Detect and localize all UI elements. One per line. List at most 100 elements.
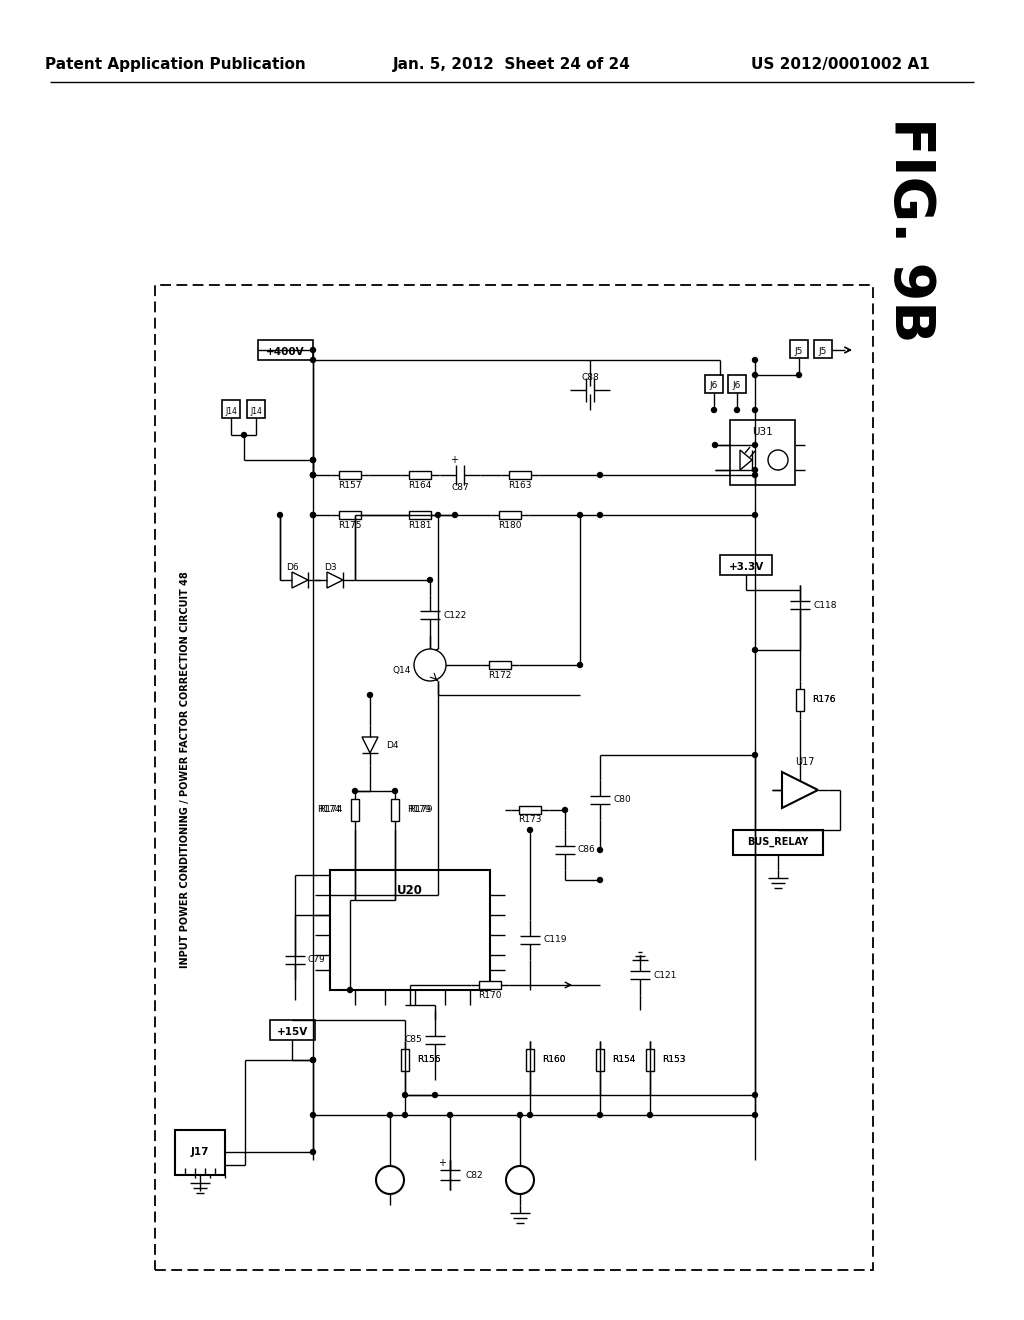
Text: R170: R170 <box>478 990 502 999</box>
Text: C121: C121 <box>653 970 677 979</box>
Text: J6: J6 <box>733 381 741 391</box>
Circle shape <box>753 358 758 363</box>
Text: R154: R154 <box>612 1056 635 1064</box>
Bar <box>270 1020 315 1040</box>
Bar <box>409 511 431 519</box>
Bar <box>730 420 795 484</box>
Text: C86: C86 <box>578 846 596 854</box>
Text: C118: C118 <box>813 601 837 610</box>
Bar <box>519 807 541 814</box>
Circle shape <box>432 1093 437 1097</box>
Text: R179: R179 <box>407 805 430 814</box>
Text: J14: J14 <box>250 407 262 416</box>
Text: R176: R176 <box>812 696 836 705</box>
Text: J5: J5 <box>819 346 827 355</box>
Text: C80: C80 <box>613 796 631 804</box>
Circle shape <box>578 663 583 668</box>
Text: D6: D6 <box>286 562 298 572</box>
Circle shape <box>376 1166 404 1195</box>
Circle shape <box>242 433 247 437</box>
Bar <box>796 689 804 711</box>
Bar <box>401 1049 409 1071</box>
Circle shape <box>310 473 315 478</box>
Circle shape <box>753 512 758 517</box>
Text: C79: C79 <box>308 956 326 965</box>
Text: R163: R163 <box>508 480 531 490</box>
Text: U17: U17 <box>796 756 815 767</box>
Text: R153: R153 <box>662 1056 685 1064</box>
Text: C85: C85 <box>404 1035 422 1044</box>
Bar <box>509 471 531 479</box>
Text: R157: R157 <box>338 480 361 490</box>
Circle shape <box>527 828 532 833</box>
Circle shape <box>435 512 440 517</box>
Circle shape <box>310 458 315 462</box>
Circle shape <box>517 1113 522 1118</box>
Text: +3.3V: +3.3V <box>728 562 764 572</box>
Circle shape <box>392 788 397 793</box>
Circle shape <box>753 442 758 447</box>
Circle shape <box>310 1150 315 1155</box>
Circle shape <box>753 372 758 378</box>
Circle shape <box>753 473 758 478</box>
Circle shape <box>753 648 758 652</box>
Text: R172: R172 <box>488 671 512 680</box>
Text: J5: J5 <box>795 346 803 355</box>
Circle shape <box>597 847 602 853</box>
Bar <box>720 554 772 576</box>
Circle shape <box>753 752 758 758</box>
Circle shape <box>310 358 315 363</box>
Circle shape <box>310 1057 315 1063</box>
Text: U31: U31 <box>752 426 773 437</box>
Circle shape <box>453 512 458 517</box>
Circle shape <box>278 512 283 517</box>
Text: R156: R156 <box>417 1056 440 1064</box>
Circle shape <box>310 347 315 352</box>
Bar <box>646 1049 654 1071</box>
Circle shape <box>753 408 758 412</box>
Text: J14: J14 <box>225 407 237 416</box>
Text: Q14: Q14 <box>393 665 412 675</box>
Bar <box>247 400 265 418</box>
Text: C87: C87 <box>452 483 469 491</box>
Text: INPUT POWER CONDITIONING / POWER FACTOR CORRECTION CIRCUIT 48: INPUT POWER CONDITIONING / POWER FACTOR … <box>180 572 190 969</box>
Circle shape <box>713 442 718 447</box>
Circle shape <box>797 372 802 378</box>
Text: R154: R154 <box>612 1056 635 1064</box>
Text: R173: R173 <box>518 816 542 825</box>
Bar <box>596 1049 604 1071</box>
Circle shape <box>647 1113 652 1118</box>
Text: R176: R176 <box>812 696 836 705</box>
Circle shape <box>402 1093 408 1097</box>
Bar <box>339 471 361 479</box>
Circle shape <box>387 1113 392 1118</box>
Polygon shape <box>782 772 818 808</box>
Text: R174: R174 <box>317 805 341 814</box>
Text: R160: R160 <box>542 1056 565 1064</box>
Text: D4: D4 <box>386 741 398 750</box>
Bar <box>258 341 313 360</box>
Circle shape <box>753 1093 758 1097</box>
Circle shape <box>753 467 758 473</box>
Circle shape <box>310 512 315 517</box>
Text: FIG. 9B: FIG. 9B <box>883 117 937 343</box>
Text: R153: R153 <box>662 1056 685 1064</box>
Text: J17: J17 <box>190 1147 209 1158</box>
Text: R175: R175 <box>338 520 361 529</box>
Circle shape <box>310 512 315 517</box>
Circle shape <box>597 1113 602 1118</box>
Text: C119: C119 <box>543 936 566 945</box>
Circle shape <box>562 808 567 813</box>
Text: B: B <box>516 1175 524 1185</box>
Circle shape <box>352 788 357 793</box>
Text: A: A <box>386 1175 394 1185</box>
Bar <box>499 511 521 519</box>
Text: D3: D3 <box>324 562 336 572</box>
Text: BUS_RELAY: BUS_RELAY <box>748 837 809 847</box>
Bar <box>351 799 359 821</box>
Bar <box>409 471 431 479</box>
Text: C122: C122 <box>443 610 466 619</box>
Bar <box>479 981 501 989</box>
Text: Patent Application Publication: Patent Application Publication <box>45 58 305 73</box>
Text: R179: R179 <box>409 805 432 814</box>
